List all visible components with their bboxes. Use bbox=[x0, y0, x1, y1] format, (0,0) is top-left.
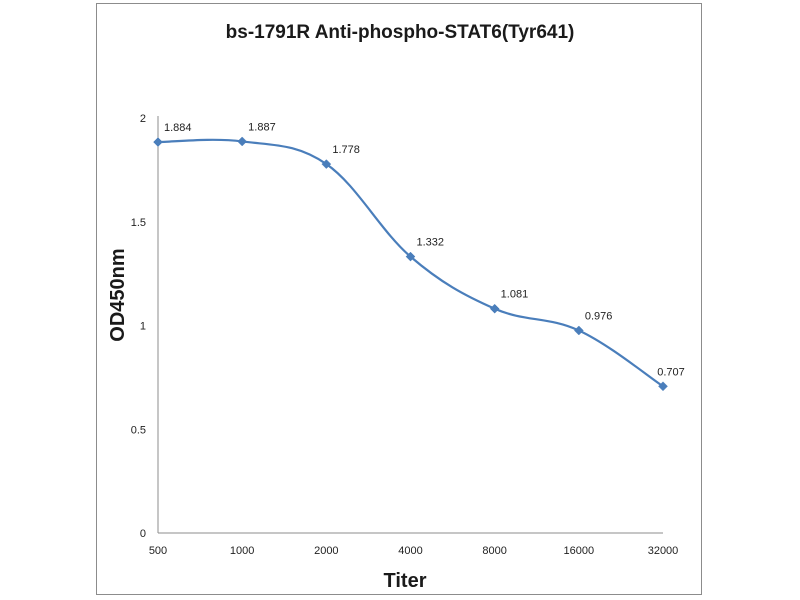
x-tick-label: 32000 bbox=[648, 545, 679, 557]
data-label: 1.884 bbox=[164, 122, 192, 134]
y-tick-label: 0 bbox=[140, 528, 146, 540]
chart-title: bs-1791R Anti-phospho-STAT6(Tyr641) bbox=[226, 22, 575, 43]
data-point-marker bbox=[489, 303, 500, 314]
x-tick-label: 8000 bbox=[482, 545, 506, 557]
data-point-marker bbox=[237, 136, 248, 147]
data-point-marker bbox=[321, 159, 332, 169]
y-axis-title: OD450nm bbox=[107, 248, 129, 341]
data-point-marker bbox=[573, 325, 584, 336]
x-tick-label: 2000 bbox=[314, 545, 338, 557]
y-tick-label: 0.5 bbox=[131, 424, 146, 436]
y-tick-label: 1.5 bbox=[131, 217, 146, 229]
x-tick-label: 1000 bbox=[230, 545, 254, 557]
y-tick-label: 1 bbox=[140, 321, 146, 333]
data-point-marker bbox=[658, 381, 668, 392]
y-tick-label: 2 bbox=[140, 113, 146, 125]
data-label: 0.976 bbox=[585, 310, 613, 322]
data-label: 1.778 bbox=[332, 144, 360, 156]
x-axis-title: Titer bbox=[384, 570, 427, 592]
data-label: 0.707 bbox=[657, 366, 685, 378]
x-tick-label: 16000 bbox=[564, 545, 595, 557]
x-tick-label: 4000 bbox=[398, 545, 422, 557]
data-point-marker bbox=[405, 251, 416, 262]
data-label: 1.887 bbox=[248, 121, 276, 133]
data-label: 1.332 bbox=[417, 237, 445, 249]
chart-frame bbox=[96, 3, 702, 595]
series-line bbox=[156, 138, 665, 388]
data-point-marker bbox=[153, 137, 163, 147]
data-label: 1.081 bbox=[501, 289, 529, 301]
x-tick-label: 500 bbox=[149, 545, 167, 557]
